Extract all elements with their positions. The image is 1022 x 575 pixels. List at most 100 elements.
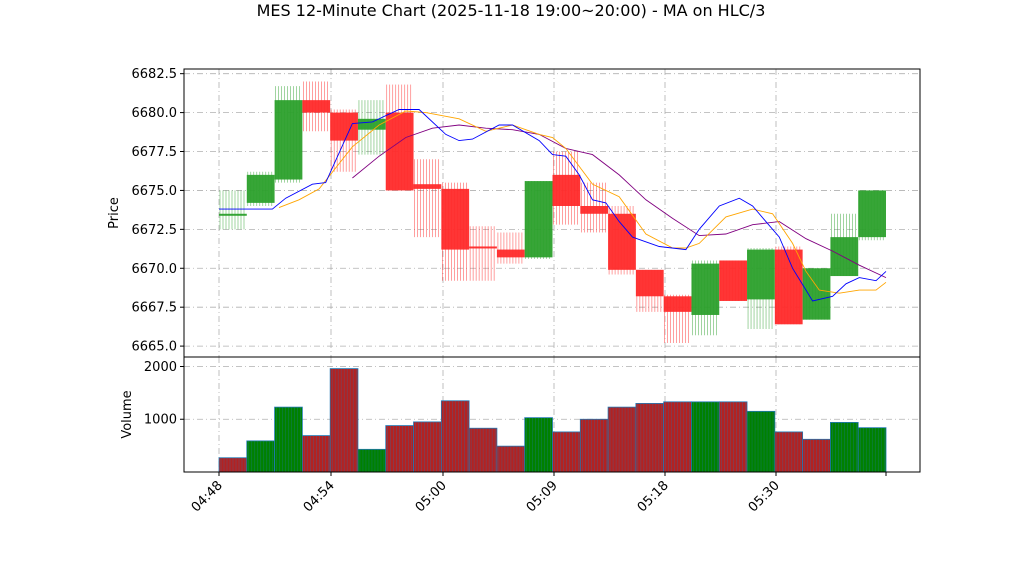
- ohlc-bar: [719, 260, 748, 301]
- ohlc-body: [608, 213, 636, 270]
- volume-bar: [357, 448, 387, 473]
- ohlc-bar: [802, 268, 831, 320]
- ohlc-bar: [524, 181, 553, 259]
- volume-y-ticks: 1000 2000: [144, 360, 184, 428]
- volume-bar: [440, 400, 470, 473]
- ohlc-body: [635, 269, 664, 297]
- ohlc-body: [858, 190, 886, 238]
- volume-y-tick-label: 2000: [144, 360, 177, 375]
- volume-bar: [301, 435, 331, 473]
- volume-bar: [857, 427, 887, 473]
- volume-bar: [468, 427, 498, 473]
- price-axis-label: Price: [107, 197, 122, 229]
- ohlc-body: [469, 246, 497, 249]
- ohlc-bar: [635, 269, 664, 312]
- ohlc-body: [385, 112, 414, 191]
- ohlc-bar: [219, 190, 247, 230]
- volume-bar: [218, 457, 248, 473]
- ohlc-bar: [858, 190, 886, 241]
- ohlc-bar: [496, 232, 525, 264]
- volume-bar: [496, 445, 526, 473]
- volume-bar: [524, 417, 553, 473]
- volume-bar: [329, 368, 359, 473]
- ohlc-body: [802, 268, 831, 320]
- ohlc-bar: [441, 182, 470, 281]
- volume-bar: [274, 406, 303, 473]
- x-tick-label: 05:00: [413, 478, 450, 515]
- volume-bars: [218, 368, 887, 473]
- ohlc-body: [413, 184, 442, 189]
- price-y-tick-label: 6675.0: [132, 184, 178, 199]
- ohlc-body: [496, 249, 525, 258]
- x-tick-label: 05:09: [524, 478, 561, 515]
- volume-bar: [774, 431, 804, 473]
- ohlc-bar: [469, 226, 497, 281]
- price-y-tick-label: 6677.5: [132, 145, 178, 160]
- ohlc-body: [330, 112, 358, 141]
- ohlc-bar: [246, 171, 275, 206]
- ohlc-body: [774, 249, 803, 325]
- moving-average-lines: [219, 109, 887, 302]
- price-y-ticks: 6665.0 6667.5 6670.0 6672.5 6675.0 6677.5 6680…: [132, 67, 184, 355]
- ohlc-bar: [302, 81, 331, 132]
- x-tick-label: 04:54: [301, 478, 338, 515]
- volume-bar: [607, 406, 637, 473]
- ohlc-body: [580, 205, 609, 214]
- volume-y-tick-label: 1000: [144, 413, 177, 428]
- ohlc-body: [552, 174, 581, 206]
- ohlc-bar: [413, 159, 442, 238]
- x-tick-label: 05:18: [635, 478, 672, 515]
- ohlc-body: [719, 260, 748, 301]
- ohlc-bar: [608, 205, 636, 275]
- ohlc-body: [302, 100, 331, 113]
- ohlc-bar: [552, 151, 581, 225]
- price-y-tick-label: 6672.5: [132, 223, 178, 238]
- ohlc-body: [357, 118, 386, 130]
- volume-bar: [746, 410, 776, 473]
- volume-bar: [663, 401, 692, 473]
- volume-panel-frame: [183, 356, 921, 473]
- ma-mid-line: [278, 110, 887, 294]
- price-y-tick-label: 6682.5: [132, 67, 178, 82]
- ohlc-bar: [774, 246, 803, 325]
- x-tick-label: 04:48: [189, 478, 226, 515]
- volume-bar: [552, 431, 581, 473]
- ohlc-body: [441, 188, 470, 250]
- price-bars: [219, 81, 886, 343]
- ohlc-bar: [385, 84, 414, 191]
- ohlc-bar: [691, 260, 720, 336]
- ohlc-body: [524, 181, 553, 258]
- volume-axis-label: Volume: [120, 390, 135, 438]
- ohlc-body: [747, 249, 775, 300]
- volume-bar: [830, 422, 859, 473]
- ohlc-body: [663, 296, 692, 312]
- ohlc-bar: [830, 213, 859, 277]
- ohlc-bar: [330, 109, 358, 172]
- ohlc-body: [830, 237, 859, 277]
- price-y-tick-label: 6680.0: [132, 106, 178, 121]
- ma-slow-line: [352, 124, 887, 279]
- volume-bar: [385, 425, 414, 473]
- chart-title: MES 12-Minute Chart (2025-11-18 19:00~20…: [256, 1, 766, 20]
- ohlc-bar: [274, 86, 303, 183]
- volume-bar: [635, 403, 665, 473]
- volume-bar: [579, 418, 609, 473]
- volume-bar: [802, 438, 831, 473]
- ohlc-bar: [357, 100, 386, 155]
- volume-bar: [691, 401, 720, 473]
- volume-bar: [246, 440, 275, 473]
- x-tick-label: 05:30: [746, 478, 783, 515]
- x-axis-ticks: 04:48 04:54 05:00 05:09 05:18 05:30: [189, 472, 887, 515]
- ohlc-body: [691, 263, 720, 315]
- ohlc-body: [246, 174, 275, 203]
- price-y-tick-label: 6667.5: [132, 301, 178, 316]
- ohlc-bar: [747, 248, 775, 329]
- volume-bar: [413, 421, 442, 473]
- ohlc-body: [274, 100, 303, 180]
- ma-fast-line: [219, 109, 887, 302]
- ohlc-bar: [663, 294, 692, 343]
- volume-bar: [718, 401, 748, 473]
- price-y-tick-label: 6670.0: [132, 262, 178, 277]
- price-y-tick-label: 6665.0: [132, 340, 178, 355]
